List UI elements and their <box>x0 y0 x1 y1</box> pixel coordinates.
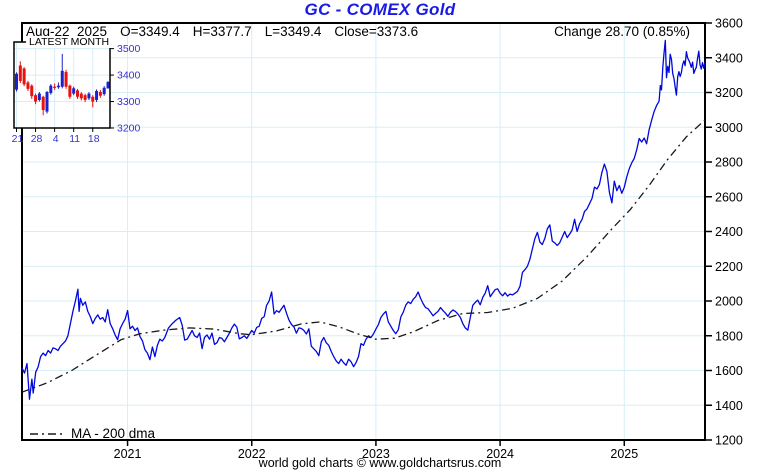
candle-body <box>76 90 79 97</box>
candle-body <box>30 85 34 97</box>
x-axis-label: 2024 <box>486 447 514 461</box>
inset-y-label: 3500 <box>117 43 141 55</box>
y-axis-label: 1800 <box>715 329 743 343</box>
candle-body <box>49 85 53 94</box>
inset-x-label: 4 <box>53 133 59 145</box>
ma-legend: MA - 200 dma <box>29 426 155 441</box>
header-high: H=3377.7 <box>192 24 252 39</box>
candle-body <box>102 87 106 95</box>
header-close: Close=3373.6 <box>334 24 419 39</box>
y-axis-label: 1200 <box>715 434 743 448</box>
inset-x-label: 21 <box>12 133 24 145</box>
candle-body <box>68 85 72 97</box>
candle-body <box>37 93 41 100</box>
candle-body <box>72 88 76 94</box>
inset-y-label: 3300 <box>117 96 141 108</box>
price-line <box>21 39 706 400</box>
candle-body <box>60 70 64 87</box>
candle-body <box>15 73 18 90</box>
candle-body <box>53 86 57 88</box>
inset-title: LATEST MONTH <box>26 36 113 48</box>
candle-body <box>56 85 60 88</box>
y-axis-label: 3000 <box>715 121 743 135</box>
y-axis-label: 3400 <box>715 51 743 65</box>
dashdot-line-sample-icon <box>30 432 64 435</box>
header-open: O=3349.4 <box>120 24 180 39</box>
inset-x-label: 18 <box>88 133 100 145</box>
y-axis-label: 2200 <box>715 260 743 274</box>
y-axis-label: 3600 <box>715 17 743 31</box>
candle-body <box>41 96 45 111</box>
ma-legend-label: MA - 200 dma <box>71 426 156 441</box>
candle-body <box>83 95 87 100</box>
inset-x-label: 11 <box>69 133 80 145</box>
candle-body <box>34 95 38 102</box>
ohlc-header: Aug-22 2025 O=3349.4 H=3377.7 L=3349.4 Close… <box>26 24 431 39</box>
candle-body <box>18 65 22 81</box>
y-axis-label: 1400 <box>715 399 743 413</box>
candle-body <box>91 96 95 102</box>
x-axis-label: 2021 <box>114 447 142 461</box>
candle-body <box>79 93 83 99</box>
header-date: Aug-22 2025 <box>26 24 108 39</box>
footer-credit: world gold charts © www.goldchartsrus.co… <box>258 456 502 470</box>
candle-body <box>45 92 49 112</box>
y-axis-label: 2400 <box>715 225 743 239</box>
candle-body <box>87 93 91 99</box>
inset-y-label: 3200 <box>117 123 141 135</box>
y-axis-label: 1600 <box>715 364 743 378</box>
y-axis-label: 2600 <box>715 190 743 204</box>
ma-200-line <box>21 119 706 393</box>
x-axis-label: 2025 <box>610 447 638 461</box>
x-axis-label: 2022 <box>238 447 266 461</box>
candle-body <box>106 82 110 89</box>
y-axis-label: 2000 <box>715 295 743 309</box>
inset-x-label: 28 <box>31 133 43 145</box>
header-low: L=3349.4 <box>264 24 322 39</box>
page-title: GC - COMEX Gold <box>304 0 456 19</box>
inset-y-label: 3400 <box>117 70 141 82</box>
y-axis-label: 3200 <box>715 86 743 100</box>
change-readout: Change 28.70 (0.85%) <box>554 24 690 39</box>
candle-body <box>98 92 102 96</box>
y-axis-label: 2800 <box>715 156 743 170</box>
x-axis-label: 2023 <box>362 447 390 461</box>
candle-body <box>95 90 99 100</box>
candle-body <box>26 82 30 89</box>
candle-body <box>22 68 26 85</box>
candle-body <box>64 71 68 87</box>
